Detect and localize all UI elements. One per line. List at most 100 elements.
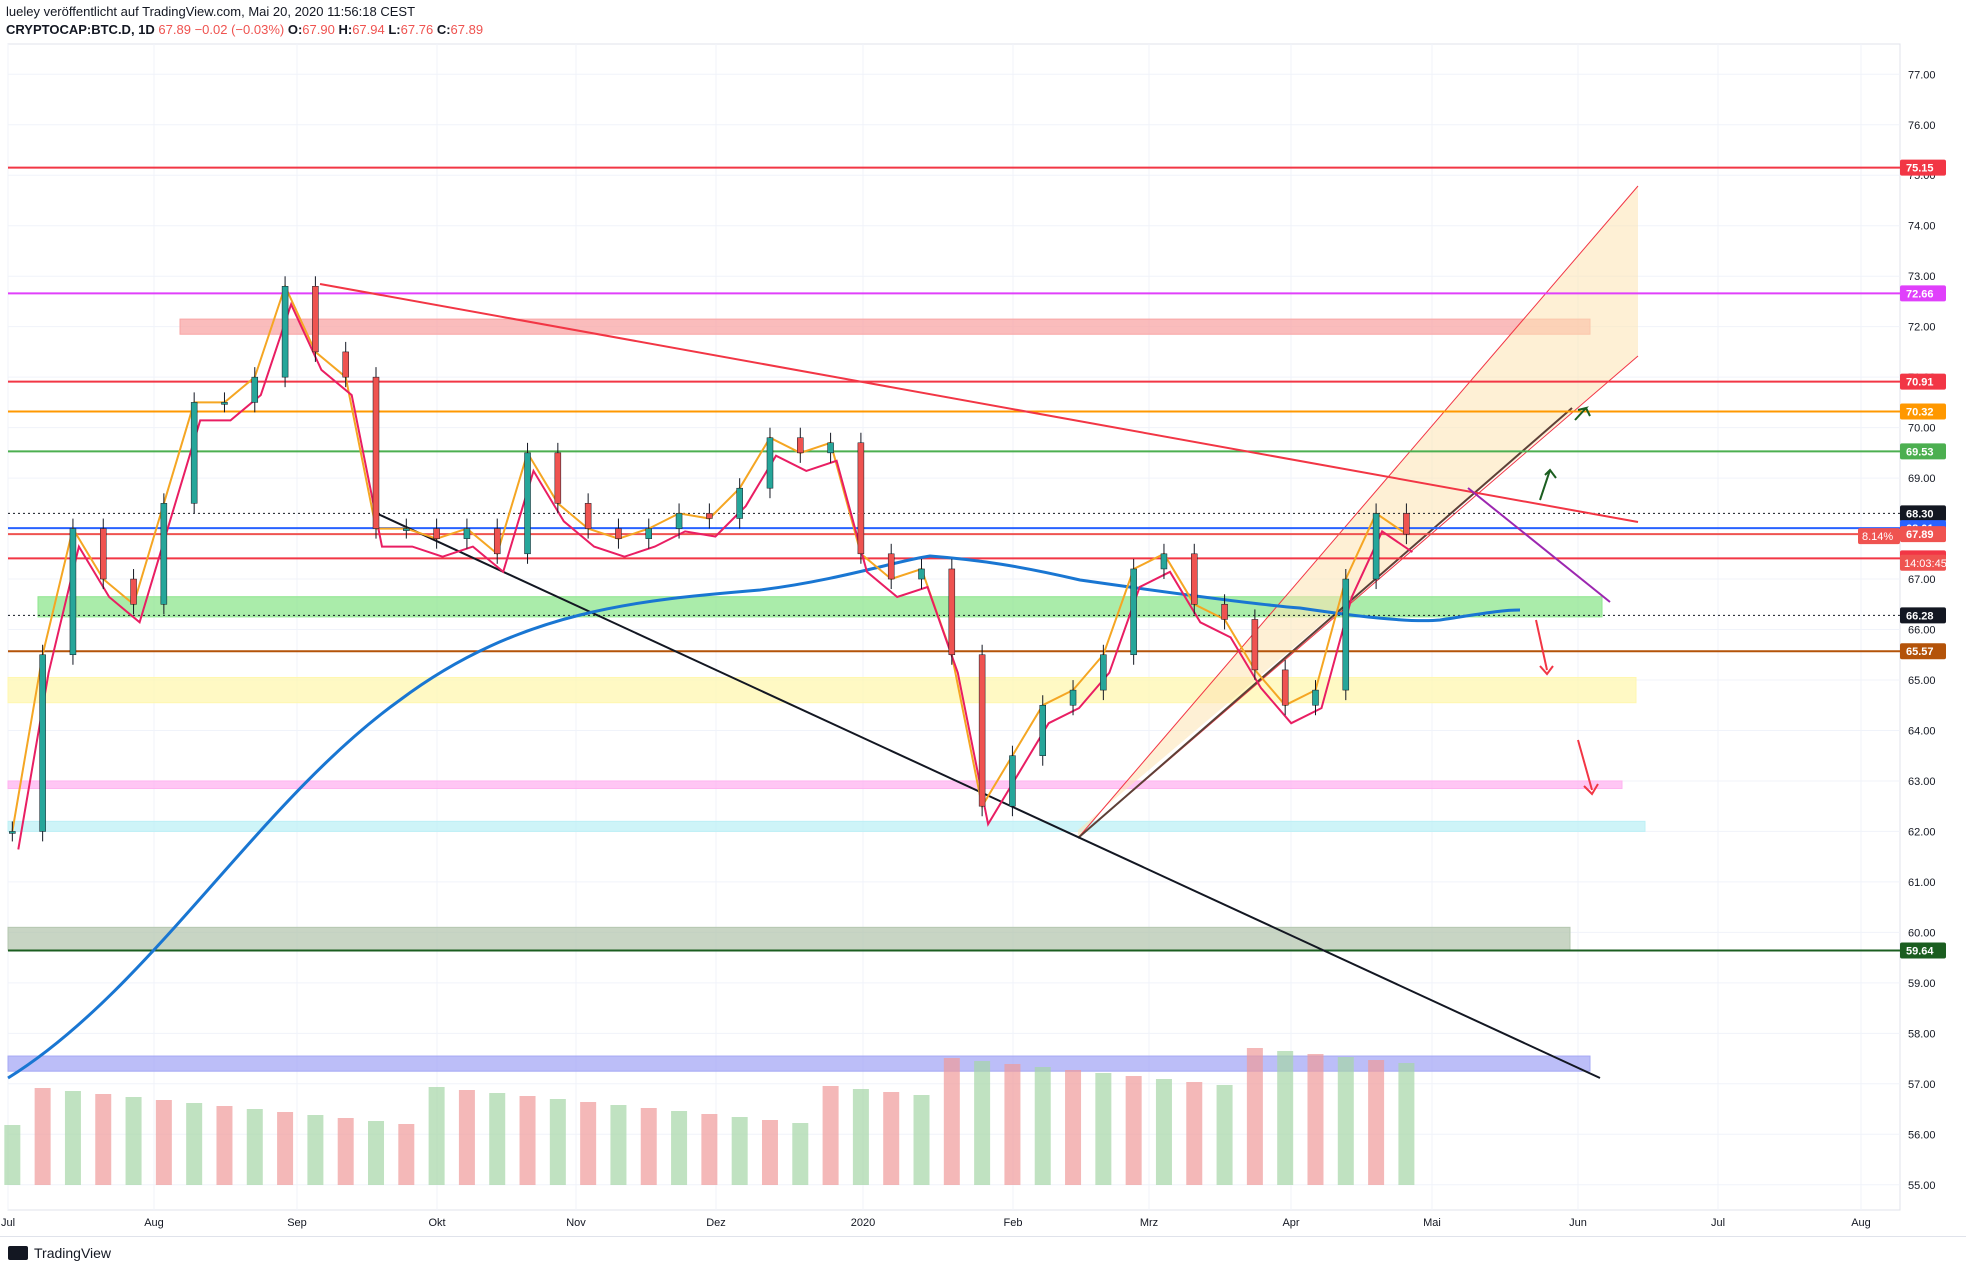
candle-body xyxy=(69,528,77,656)
support-resistance-zone xyxy=(7,676,1637,704)
price-tag-label: 70.32 xyxy=(1906,406,1934,418)
moving-average-200-line xyxy=(7,554,1521,1080)
candle-body xyxy=(372,376,380,529)
support-resistance-zone xyxy=(37,596,1603,618)
support-resistance-zone xyxy=(7,820,1646,832)
publish-info: lueley veröffentlicht auf TradingView.co… xyxy=(6,4,416,19)
y-tick-label: 73.00 xyxy=(1908,271,1936,283)
candle-body xyxy=(493,528,501,555)
brand-label: TradingView xyxy=(34,1245,112,1261)
price-tag-label: 66.28 xyxy=(1906,610,1934,622)
volume-bar xyxy=(852,1089,869,1185)
chart-header: lueley veröffentlicht auf TradingView.co… xyxy=(6,3,483,39)
x-tick-label: Apr xyxy=(1282,1217,1299,1229)
candle-body xyxy=(190,402,198,504)
volume-bar xyxy=(216,1106,233,1185)
price-tag xyxy=(1900,373,1946,390)
down-arrow-icon xyxy=(1577,739,1599,796)
tradingview-logo[interactable]: TradingView xyxy=(8,1245,111,1261)
volume-bar xyxy=(1246,1048,1263,1185)
candle-body xyxy=(1251,619,1259,671)
volume-bar xyxy=(155,1100,172,1185)
volume-bar xyxy=(1004,1064,1021,1185)
volume-bar xyxy=(1277,1051,1294,1185)
candle-body xyxy=(433,528,440,539)
candle-body xyxy=(281,286,289,378)
red-trendline xyxy=(319,283,1639,523)
low-label: L: xyxy=(388,22,401,37)
sma-line xyxy=(17,301,1413,850)
y-tick-label: 57.00 xyxy=(1908,1079,1936,1091)
open-label: O: xyxy=(287,22,303,37)
volume-bar xyxy=(761,1120,778,1185)
y-tick-label: 64.00 xyxy=(1908,725,1936,737)
y-tick-label: 61.00 xyxy=(1908,877,1936,889)
volume-bar xyxy=(125,1097,142,1185)
x-tick-label: Sep xyxy=(287,1217,307,1229)
price-tag-label: 68.30 xyxy=(1906,508,1934,520)
volume-bar xyxy=(1095,1073,1112,1185)
candle-body xyxy=(1039,704,1046,756)
y-tick-label: 77.00 xyxy=(1908,69,1936,81)
volume-bar xyxy=(368,1121,385,1185)
candle-body xyxy=(39,654,46,832)
y-tick-label: 63.00 xyxy=(1908,776,1936,788)
y-tick-label: 70.00 xyxy=(1908,423,1936,435)
volume-bar xyxy=(4,1125,21,1185)
x-tick-label: Nov xyxy=(566,1217,586,1229)
price-tag-label: 72.66 xyxy=(1906,288,1934,300)
candle-body xyxy=(160,503,168,605)
support-resistance-zone xyxy=(7,780,1623,790)
candle-body xyxy=(797,437,804,454)
x-tick-label: Aug xyxy=(144,1217,164,1229)
y-tick-label: 60.00 xyxy=(1908,927,1936,939)
high-value: 67.94 xyxy=(352,22,385,37)
candle-body xyxy=(99,528,107,580)
price-tag-label: 75.15 xyxy=(1906,163,1934,175)
volume-bar xyxy=(307,1115,324,1185)
candle-body xyxy=(1281,669,1289,706)
price-tag xyxy=(1900,554,1946,571)
candle-body xyxy=(615,528,622,539)
price-chart[interactable]: 55.00 56.00 57.00 58.00 59.00 60.00 61.00 62.00… xyxy=(0,0,1966,1236)
volume-bar xyxy=(1186,1082,1203,1185)
volume-bar xyxy=(1216,1085,1233,1185)
candle-body xyxy=(312,286,319,353)
price-tag-label: 14:03:45 xyxy=(1904,558,1947,570)
volume-bar xyxy=(489,1093,506,1185)
last-price: 67.89 xyxy=(158,22,191,37)
volume-bar xyxy=(64,1091,81,1185)
down-arrow-icon xyxy=(1535,619,1554,676)
volume-bar xyxy=(701,1114,718,1185)
support-resistance-zone xyxy=(179,318,1591,335)
candle-body xyxy=(736,487,743,519)
volume-bar xyxy=(246,1109,263,1185)
y-tick-label: 62.00 xyxy=(1908,826,1936,838)
y-tick-label: 58.00 xyxy=(1908,1028,1936,1040)
candle-body xyxy=(130,578,137,605)
candle-body xyxy=(1372,513,1380,580)
open-value: 67.90 xyxy=(302,22,335,37)
y-tick-label: 69.00 xyxy=(1908,473,1936,485)
channel-mid-line xyxy=(1077,407,1573,839)
volume-bar xyxy=(943,1058,960,1185)
x-tick-label: Mrz xyxy=(1140,1217,1158,1229)
volume-bar xyxy=(34,1088,51,1185)
price-tag xyxy=(1858,528,1900,545)
y-tick-label: 72.00 xyxy=(1908,322,1936,334)
volume-bar xyxy=(1155,1079,1172,1185)
candle-body xyxy=(706,513,713,519)
volume-bar xyxy=(792,1123,809,1185)
y-tick-label: 55.00 xyxy=(1908,1180,1936,1192)
price-tag xyxy=(1900,643,1946,660)
candle-body xyxy=(645,528,653,539)
candle-body xyxy=(1312,689,1319,706)
volume-bar xyxy=(610,1105,627,1185)
up-arrow-icon xyxy=(1574,406,1591,421)
volume-bar xyxy=(458,1090,475,1185)
volume-bar xyxy=(398,1124,415,1185)
price-change: −0.02 (−0.03%) xyxy=(194,22,285,37)
x-tick-label: Mai xyxy=(1423,1217,1441,1229)
footer: TradingView xyxy=(0,1236,1966,1273)
y-tick-label: 65.00 xyxy=(1908,675,1936,687)
